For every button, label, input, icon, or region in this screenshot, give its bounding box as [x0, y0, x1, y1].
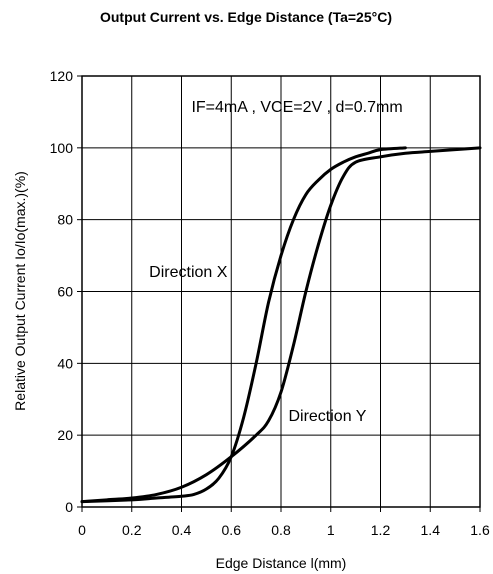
grid: [82, 76, 480, 507]
series-line-direction-x: [80, 146, 407, 504]
x-axis-title: Edge Distance l(mm): [216, 555, 347, 571]
annotation-label: Direction Y: [288, 408, 366, 425]
y-tick-label: 60: [57, 284, 73, 300]
y-tick-label: 40: [57, 355, 73, 371]
annotations: IF=4mA , VCE=2V , d=0.7mm Direction X Dire…: [149, 99, 402, 425]
y-tick-label: 100: [50, 140, 74, 156]
x-tick-label: 0.6: [222, 522, 242, 538]
x-axis-ticks: 0 0.2 0.4 0.6 0.8 1 1.2 1.4 1.6: [78, 507, 490, 538]
x-tick-label: 0.2: [122, 522, 142, 538]
x-tick-label: 1.4: [421, 522, 441, 538]
chart-title: Output Current vs. Edge Distance (Ta=25°…: [100, 9, 392, 25]
y-tick-label: 20: [57, 427, 73, 443]
y-tick-label: 80: [57, 212, 73, 228]
x-tick-label: 0: [78, 522, 86, 538]
series-group: [80, 146, 482, 504]
y-axis-title: Relative Output Current Io/Io(max.)(%): [12, 171, 28, 411]
x-tick-label: 0.4: [172, 522, 192, 538]
y-tick-label: 120: [50, 68, 74, 84]
x-tick-label: 1.2: [371, 522, 391, 538]
y-tick-label: 0: [65, 499, 73, 515]
annotation-label: Direction X: [149, 264, 228, 281]
series-line-direction-y: [80, 146, 482, 504]
annotation-label: IF=4mA , VCE=2V , d=0.7mm: [191, 99, 402, 116]
x-tick-label: 1: [327, 522, 335, 538]
y-axis-ticks: 0 20 40 60 80 100 120: [50, 68, 82, 515]
x-tick-label: 1.6: [470, 522, 490, 538]
x-tick-label: 0.8: [271, 522, 291, 538]
